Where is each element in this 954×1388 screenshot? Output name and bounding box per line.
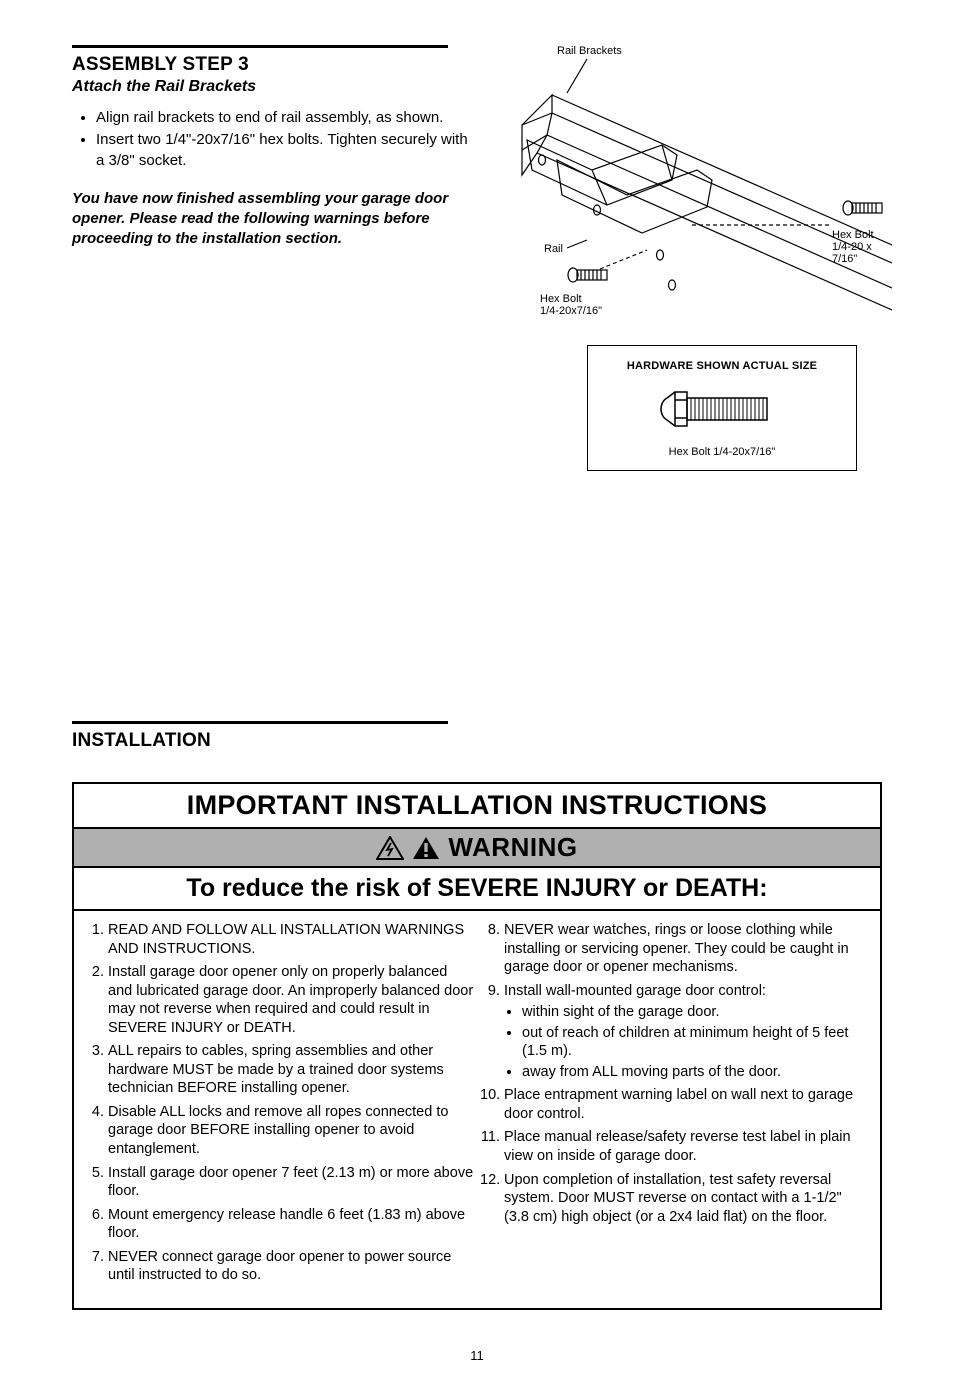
bullet-item: Insert two 1/4"-20x7/16" hex bolts. Tigh… bbox=[96, 130, 472, 171]
hardware-title: HARDWARE SHOWN ACTUAL SIZE bbox=[598, 360, 846, 372]
warning-item: NEVER wear watches, rings or loose cloth… bbox=[504, 921, 870, 977]
installation-heading: INSTALLATION bbox=[72, 730, 882, 752]
warning-sub-bullets: within sight of the garage door. out of … bbox=[504, 1003, 870, 1081]
diagram-label-text: Hex Bolt 1/4-20x7/16" bbox=[540, 293, 602, 317]
assembly-step-title: ASSEMBLY STEP 3 bbox=[72, 54, 472, 76]
diagram-label-hex-bolt-bottom: Hex Bolt 1/4-20x7/16" bbox=[540, 293, 602, 317]
warning-box: IMPORTANT INSTALLATION INSTRUCTIONS WARN… bbox=[72, 782, 882, 1310]
warning-bar: WARNING bbox=[74, 829, 880, 868]
warning-item: Mount emergency release handle 6 feet (1… bbox=[108, 1206, 474, 1243]
assembly-finish-note: You have now finished assembling your ga… bbox=[72, 189, 472, 250]
bullet-item: Align rail brackets to end of rail assem… bbox=[96, 108, 472, 128]
warning-triangle-exclaim-icon bbox=[412, 836, 440, 860]
assembly-subtitle: Attach the Rail Brackets bbox=[72, 78, 472, 96]
warning-sub-item: within sight of the garage door. bbox=[522, 1003, 870, 1022]
diagram-label-rail-brackets: Rail Brackets bbox=[557, 45, 622, 57]
warning-triangle-bolt-icon bbox=[376, 836, 404, 860]
warning-list-right: NEVER wear watches, rings or loose cloth… bbox=[480, 921, 870, 1226]
hardware-caption: Hex Bolt 1/4-20x7/16" bbox=[598, 446, 846, 458]
installation-heading-block: INSTALLATION bbox=[72, 721, 882, 752]
warning-body: READ AND FOLLOW ALL INSTALLATION WARNING… bbox=[74, 911, 880, 1308]
warning-item: Install wall-mounted garage door control… bbox=[504, 982, 870, 1082]
rail-bracket-diagram: Rail Brackets Rail Hex Bolt 1/4-20x7/16"… bbox=[492, 45, 892, 325]
top-row: ASSEMBLY STEP 3 Attach the Rail Brackets… bbox=[72, 45, 882, 471]
warning-item: READ AND FOLLOW ALL INSTALLATION WARNING… bbox=[108, 921, 474, 958]
warning-item: Place manual release/safety reverse test… bbox=[504, 1128, 870, 1165]
title-rule bbox=[72, 45, 448, 48]
diagram-label-hex-bolt-right: Hex Bolt 1/4-20 x 7/16" bbox=[832, 229, 892, 265]
warning-item: Disable ALL locks and remove all ropes c… bbox=[108, 1103, 474, 1159]
diagram-svg bbox=[492, 45, 892, 325]
warning-item: Install garage door opener 7 feet (2.13 … bbox=[108, 1164, 474, 1201]
diagram-label-text: 1/4-20 x 7/16" bbox=[832, 241, 872, 265]
warning-item-text: Install wall-mounted garage door control… bbox=[504, 983, 766, 999]
warning-item: ALL repairs to cables, spring assemblies… bbox=[108, 1042, 474, 1098]
assembly-bullets: Align rail brackets to end of rail assem… bbox=[72, 108, 472, 171]
hardware-box: HARDWARE SHOWN ACTUAL SIZE bbox=[587, 345, 857, 471]
warning-item: Install garage door opener only on prope… bbox=[108, 963, 474, 1037]
warning-sub-item: out of reach of children at minimum heig… bbox=[522, 1024, 870, 1061]
warning-box-title: IMPORTANT INSTALLATION INSTRUCTIONS bbox=[74, 784, 880, 829]
warning-word: WARNING bbox=[448, 832, 577, 863]
diagram-label-text: Hex Bolt bbox=[832, 229, 874, 241]
right-column: Rail Brackets Rail Hex Bolt 1/4-20x7/16"… bbox=[492, 45, 892, 471]
hex-bolt-actual-size bbox=[657, 382, 787, 436]
page-number: 11 bbox=[72, 1348, 882, 1363]
warning-item: Place entrapment warning label on wall n… bbox=[504, 1086, 870, 1123]
warning-sub-item: away from ALL moving parts of the door. bbox=[522, 1063, 870, 1082]
installation-rule bbox=[72, 721, 448, 724]
diagram-label-rail: Rail bbox=[544, 243, 563, 255]
page: ASSEMBLY STEP 3 Attach the Rail Brackets… bbox=[0, 0, 954, 1388]
warning-subtitle: To reduce the risk of SEVERE INJURY or D… bbox=[74, 868, 880, 911]
left-column: ASSEMBLY STEP 3 Attach the Rail Brackets… bbox=[72, 45, 472, 471]
warning-item: NEVER connect garage door opener to powe… bbox=[108, 1248, 474, 1285]
warning-list-left: READ AND FOLLOW ALL INSTALLATION WARNING… bbox=[84, 921, 474, 1285]
warning-item: Upon completion of installation, test sa… bbox=[504, 1171, 870, 1227]
